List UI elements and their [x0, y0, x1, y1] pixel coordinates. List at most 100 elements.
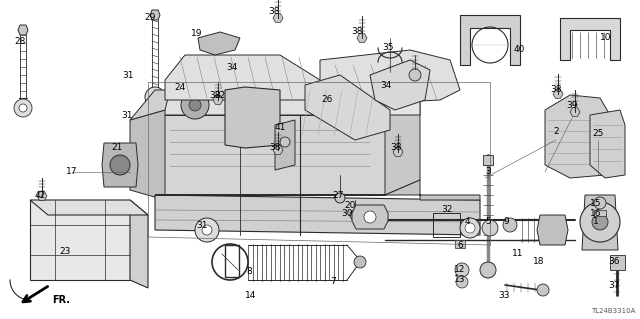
Text: 41: 41	[275, 122, 285, 131]
Text: 39: 39	[566, 101, 578, 110]
Polygon shape	[37, 192, 47, 200]
Polygon shape	[273, 146, 283, 154]
Text: 12: 12	[454, 265, 466, 275]
Polygon shape	[460, 15, 520, 65]
Polygon shape	[130, 110, 165, 200]
Text: 24: 24	[174, 84, 186, 93]
Polygon shape	[130, 200, 148, 288]
Polygon shape	[155, 195, 480, 235]
Text: 4: 4	[464, 218, 470, 226]
Text: 25: 25	[592, 129, 604, 137]
Text: 27: 27	[332, 190, 344, 199]
Text: 5: 5	[485, 218, 491, 226]
Text: 31: 31	[121, 110, 132, 120]
Text: 15: 15	[590, 198, 602, 207]
Text: 33: 33	[499, 292, 509, 300]
Polygon shape	[385, 100, 420, 195]
Polygon shape	[18, 25, 28, 35]
Circle shape	[195, 218, 219, 242]
Polygon shape	[352, 205, 388, 229]
Circle shape	[460, 218, 480, 238]
Text: 1: 1	[593, 218, 599, 226]
Text: 32: 32	[442, 205, 452, 214]
Text: 10: 10	[600, 33, 612, 41]
Polygon shape	[155, 180, 480, 200]
Polygon shape	[102, 143, 138, 187]
Text: TL24B3310A: TL24B3310A	[591, 308, 635, 314]
Circle shape	[344, 94, 356, 106]
Text: 36: 36	[608, 256, 620, 265]
Text: 6: 6	[457, 241, 463, 249]
Text: 7: 7	[330, 278, 336, 286]
Polygon shape	[590, 110, 625, 178]
Text: 26: 26	[321, 95, 333, 105]
Text: FR.: FR.	[52, 295, 70, 305]
Circle shape	[456, 276, 468, 288]
Polygon shape	[225, 91, 249, 119]
Circle shape	[181, 91, 209, 119]
Polygon shape	[213, 96, 223, 104]
Polygon shape	[273, 14, 283, 22]
Polygon shape	[130, 90, 170, 120]
Text: 30: 30	[341, 209, 353, 218]
Circle shape	[455, 263, 469, 277]
Text: 11: 11	[512, 249, 524, 258]
Polygon shape	[275, 120, 295, 170]
Text: 40: 40	[513, 46, 525, 55]
Circle shape	[280, 137, 290, 147]
Polygon shape	[545, 95, 610, 178]
Text: 28: 28	[14, 38, 26, 47]
Text: 38: 38	[209, 91, 221, 100]
Circle shape	[580, 202, 620, 242]
Text: 34: 34	[227, 63, 237, 72]
Text: 18: 18	[533, 256, 545, 265]
Polygon shape	[570, 108, 580, 116]
Circle shape	[592, 214, 608, 230]
Polygon shape	[483, 155, 493, 165]
Circle shape	[202, 225, 212, 235]
Circle shape	[594, 197, 606, 209]
Polygon shape	[155, 90, 395, 115]
Circle shape	[231, 99, 243, 111]
Polygon shape	[225, 87, 280, 148]
Text: 13: 13	[454, 276, 466, 285]
Circle shape	[482, 220, 498, 236]
Text: 31: 31	[196, 220, 208, 229]
Polygon shape	[385, 90, 420, 115]
Polygon shape	[537, 215, 568, 245]
Circle shape	[364, 211, 376, 223]
Circle shape	[537, 284, 549, 296]
Text: 8: 8	[246, 266, 252, 276]
Text: 16: 16	[590, 209, 602, 218]
Text: 38: 38	[390, 144, 402, 152]
Text: 3: 3	[485, 167, 491, 176]
Circle shape	[14, 99, 32, 117]
Text: 29: 29	[144, 13, 156, 23]
Polygon shape	[553, 90, 563, 98]
Circle shape	[189, 99, 201, 111]
Polygon shape	[165, 55, 320, 100]
Circle shape	[151, 93, 159, 101]
Polygon shape	[150, 10, 160, 20]
Polygon shape	[320, 50, 460, 105]
Polygon shape	[305, 75, 390, 140]
Text: 23: 23	[60, 248, 70, 256]
Circle shape	[335, 193, 345, 203]
Polygon shape	[560, 18, 620, 60]
Circle shape	[465, 223, 475, 233]
Text: 38: 38	[268, 8, 280, 17]
Circle shape	[145, 87, 165, 107]
Circle shape	[336, 86, 364, 114]
Text: 21: 21	[111, 144, 123, 152]
Polygon shape	[582, 195, 618, 250]
Circle shape	[110, 155, 130, 175]
Circle shape	[480, 262, 496, 278]
Text: 38: 38	[351, 27, 363, 36]
Text: 31: 31	[122, 70, 134, 79]
Bar	[594, 210, 606, 216]
Text: 38: 38	[269, 144, 281, 152]
Circle shape	[350, 210, 360, 220]
Polygon shape	[357, 34, 367, 42]
Text: 20: 20	[344, 201, 356, 210]
Polygon shape	[30, 200, 130, 280]
